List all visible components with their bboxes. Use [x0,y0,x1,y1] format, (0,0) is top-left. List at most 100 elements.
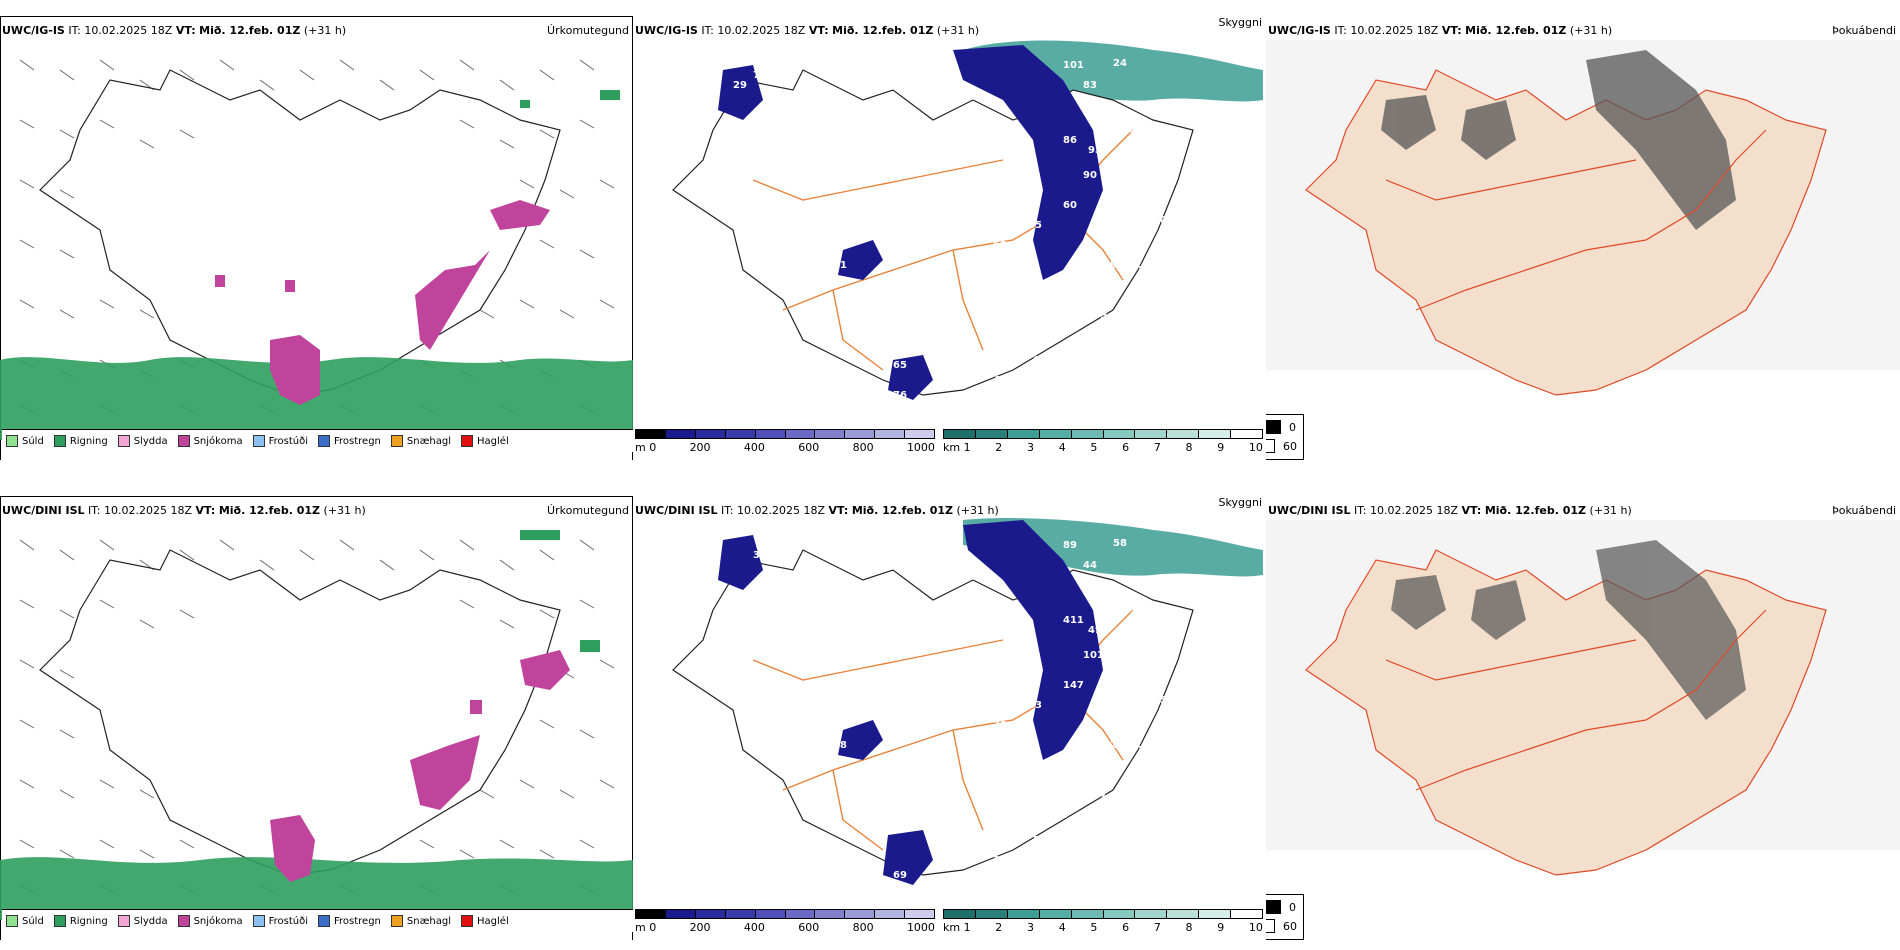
legend-item: Haglél [461,435,509,447]
legend-item: Slydda [117,435,168,447]
tick: 1 [963,921,971,934]
legend-label: Slydda [133,435,168,447]
tick: 6 [1122,921,1130,934]
visibility-colorbar: km 1 2 3 4 5 6 7 8 9 10 [943,429,1263,454]
unit: km [943,441,961,454]
legend-item: Haglél [461,915,509,927]
legend-swatch [390,435,403,447]
legend-label: Frostúði [268,915,308,927]
cloud-panel-row1: UWC/IG-IS IT: 10.02.2025 18Z VT: Mið. 12… [633,10,1266,460]
legend-swatch [117,915,130,927]
legend-swatch [53,435,66,447]
lead-time: (+31 h) [1569,24,1613,37]
cloud-map [672,518,1263,885]
unit: m [635,441,646,454]
fog-legend-label: 60 [1283,919,1297,933]
tick: 400 [743,921,765,934]
fog-map [1266,520,1900,876]
cloud-map [672,40,1263,400]
legend-item: Slydda [117,915,168,927]
legend-item: Snjókoma [177,435,243,447]
issue-time: IT: 10.02.2025 18Z [88,504,193,517]
vt-prefix: VT: [828,504,849,517]
tick: 7 [1153,441,1161,454]
tick: 3 [1027,441,1034,454]
legend-item: Snjókoma [177,915,243,927]
legend-label: Rigning [69,915,108,927]
colorbar-swatches [943,909,1263,919]
model-label: UWC/IG-IS [2,24,65,37]
unit: m [635,921,646,934]
tick: 8 [1185,921,1193,934]
precip-frame [0,496,633,940]
tick: 9 [1217,921,1225,934]
cloud-title: Skyggni [1218,16,1262,29]
legend-label: Súld [22,435,44,447]
legend-swatch [252,915,265,927]
precip-frame [0,16,633,460]
fog-legend-item: 0 [1266,900,1297,914]
precip-panel-row1: UWC/IG-IS IT: 10.02.2025 18Z VT: Mið. 12… [0,10,633,460]
fog-legend-swatch [1266,900,1281,914]
valid-time: Mið. 12.feb. 01Z [218,504,321,517]
wind-barbs [19,539,615,894]
tick: 10 [1248,441,1263,454]
issue-time: IT: 10.02.2025 18Z [701,24,806,37]
iceland-outline [672,549,1194,876]
legend-label: Haglél [477,435,509,447]
colorbar-swatches [635,429,935,439]
cloud-base-colorbar: m 0 200 400 600 800 1000 [635,429,935,454]
tick: 4 [1058,441,1066,454]
roads [1385,609,1767,791]
panel-title: UWC/DINI ISL IT: 10.02.2025 18Z VT: Mið.… [1268,504,1632,517]
legend-label: Slydda [133,915,168,927]
legend-item: Snæhagl [390,915,451,927]
visibility-colorbar: km 1 2 3 4 5 6 7 8 9 10 [943,909,1263,934]
tick: 1000 [906,921,935,934]
legend-label: Rigning [69,435,108,447]
fog-legend: 0 60 [1266,414,1304,460]
low-cloud-areas [718,520,1103,885]
precip-map [0,530,633,920]
tick: 2 [995,921,1003,934]
precip-rain-areas [0,90,633,440]
lead-time: (+31 h) [303,24,347,37]
model-label: UWC/IG-IS [635,24,698,37]
legend-item: Frostúði [252,435,308,447]
panel-title: UWC/DINI ISL IT: 10.02.2025 18Z VT: Mið.… [635,504,999,517]
fog-dark-areas [1381,50,1736,230]
model-label: UWC/IG-IS [1268,24,1331,37]
legend-label: Frostregn [334,435,381,447]
tick: 400 [743,441,765,454]
cloud-base-colorbar: m 0 200 400 600 800 1000 [635,909,935,934]
colorbar-ticks: m 0 200 400 600 800 1000 [635,441,935,454]
tick: 4 [1058,921,1066,934]
fog-legend-item: 60 [1266,439,1297,453]
precip-snow-areas [215,200,550,405]
low-cloud-areas [718,45,1103,400]
tick: 8 [1185,441,1193,454]
legend-swatch [461,915,474,927]
legend-swatch [6,915,18,927]
panel-title: UWC/IG-IS IT: 10.02.2025 18Z VT: Mið. 12… [635,24,979,37]
iceland-outline [39,549,561,876]
cloud-panel-row2: UWC/DINI ISL IT: 10.02.2025 18Z VT: Mið.… [633,490,1266,940]
tick: 10 [1248,921,1263,934]
cloud-title: Skyggni [1218,496,1262,509]
valid-time: Mið. 12.feb. 01Z [832,24,934,37]
precip-title: Úrkomutegund [547,24,629,37]
legend-label: Snjókoma [193,435,243,447]
vt-prefix: VT: [1441,24,1462,37]
tick: 7 [1153,921,1161,934]
legend-label: Snæhagl [406,435,452,447]
lead-time: (+31 h) [1589,504,1632,517]
legend-swatch [461,435,474,447]
legend-item: Frostregn [318,915,381,927]
valid-time: Mið. 12.feb. 01Z [1484,504,1587,517]
lead-time: (+31 h) [936,24,980,37]
vt-prefix: VT: [195,504,216,517]
tick: 9 [1217,441,1225,454]
legend-label: Haglél [477,915,509,927]
vt-prefix: VT: [808,24,829,37]
tick: 600 [798,441,820,454]
